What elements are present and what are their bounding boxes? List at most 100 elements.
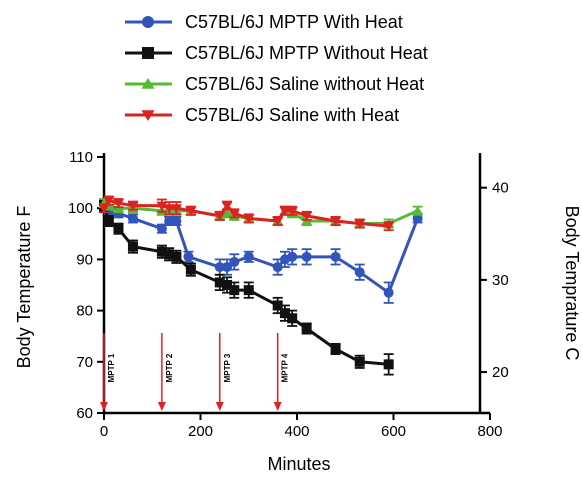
data-point (412, 205, 424, 215)
annotation-label: MPTP 3 (223, 353, 232, 382)
x-tick-label: 400 (284, 423, 309, 440)
y-tick-label: 80 (76, 303, 93, 320)
data-point (243, 251, 254, 262)
axes: 0 200 400 600 800 60 70 80 90 100 110 20 30 40 (68, 149, 509, 440)
data-point (164, 249, 175, 260)
data-point (287, 251, 298, 262)
data-point (127, 213, 138, 224)
data-point (229, 285, 240, 296)
x-tick-label: 800 (477, 423, 502, 440)
series-1 (99, 199, 423, 304)
data-point (383, 287, 394, 298)
data-point (354, 267, 365, 278)
legend-label: C57BL/6J MPTP Without Heat (185, 43, 428, 63)
plot-area (98, 195, 424, 376)
data-point (222, 280, 233, 290)
y-tick-label: 110 (69, 149, 93, 166)
legend: C57BL/6J MPTP With Heat C57BL/6J MPTP Wit… (125, 12, 428, 125)
data-point (98, 204, 110, 214)
series-2 (99, 199, 394, 376)
annotation-label: MPTP 2 (165, 353, 174, 382)
data-point (221, 201, 233, 211)
data-point (279, 308, 290, 319)
data-point (228, 209, 240, 219)
mptp-annotation: MPTP 3 (215, 333, 232, 411)
series-line (102, 205, 389, 366)
y2-axis-title: Body Temprature C (562, 206, 582, 361)
legend-entry-2: C57BL/6J MPTP Without Heat (125, 43, 428, 63)
data-point (412, 213, 423, 224)
data-point (301, 251, 312, 262)
data-point (286, 206, 298, 216)
data-point (156, 201, 168, 211)
data-point (243, 285, 254, 296)
legend-label: C57BL/6J Saline without Heat (185, 74, 424, 94)
data-point (354, 356, 365, 367)
mptp-annotation: MPTP 2 (157, 333, 174, 411)
data-point (112, 199, 124, 209)
data-point (383, 359, 394, 370)
y-tick-label: 60 (76, 405, 93, 422)
data-point (127, 241, 138, 252)
x-tick-label: 0 (100, 423, 108, 440)
data-point (301, 323, 312, 334)
data-point (301, 211, 313, 221)
legend-marker (141, 110, 155, 121)
data-point (127, 201, 139, 211)
data-point (330, 217, 342, 226)
data-point (163, 204, 175, 214)
data-point (170, 204, 182, 214)
y-axis-title: Body Temperature F (14, 206, 34, 369)
annotation-arrow-head (100, 402, 108, 411)
y-tick-label: 90 (76, 251, 93, 268)
data-point (383, 222, 395, 232)
mptp-annotation: MPTP 1 (100, 333, 116, 411)
data-point (272, 300, 283, 311)
data-point (330, 251, 341, 262)
data-point (156, 246, 167, 257)
data-point (287, 313, 298, 324)
legend-marker (141, 78, 155, 89)
data-point (214, 211, 226, 221)
mptp-annotations: MPTP 1 MPTP 2 MPTP 3 MPTP 4 (100, 333, 290, 411)
data-point (330, 344, 341, 354)
data-point (214, 262, 225, 273)
data-point (243, 214, 255, 224)
data-point (214, 277, 225, 288)
annotation-label: MPTP 1 (107, 353, 116, 382)
legend-entry-1: C57BL/6J MPTP With Heat (125, 12, 403, 32)
y2-tick-label: 30 (492, 272, 509, 289)
y-tick-label: 100 (68, 200, 93, 217)
x-tick-label: 600 (381, 423, 406, 440)
data-point (103, 196, 115, 206)
x-tick-label: 200 (188, 423, 213, 440)
legend-marker (142, 16, 154, 28)
data-point (354, 219, 366, 229)
annotation-label: MPTP 4 (281, 353, 290, 382)
annotation-arrow-head (157, 402, 166, 411)
data-point (272, 262, 283, 273)
data-point (113, 223, 124, 234)
y-tick-label: 70 (76, 354, 93, 371)
x-axis-title: Minutes (267, 454, 330, 474)
data-point (171, 251, 182, 262)
y2-tick-label: 40 (492, 180, 509, 197)
annotation-arrow-head (215, 402, 224, 411)
legend-entry-4: C57BL/6J Saline with Heat (125, 105, 399, 125)
data-point (272, 217, 284, 226)
data-point (103, 216, 114, 226)
data-point (229, 256, 240, 267)
legend-label: C57BL/6J Saline with Heat (185, 105, 399, 125)
data-point (156, 223, 167, 234)
data-point (185, 206, 197, 216)
y2-tick-label: 20 (492, 364, 509, 381)
mptp-annotation: MPTP 4 (273, 333, 290, 411)
legend-marker (142, 47, 154, 59)
data-point (183, 251, 194, 262)
data-point (185, 264, 196, 275)
data-point (171, 216, 182, 226)
data-point (164, 216, 175, 226)
data-point (221, 208, 233, 218)
annotation-arrow-head (273, 402, 282, 411)
